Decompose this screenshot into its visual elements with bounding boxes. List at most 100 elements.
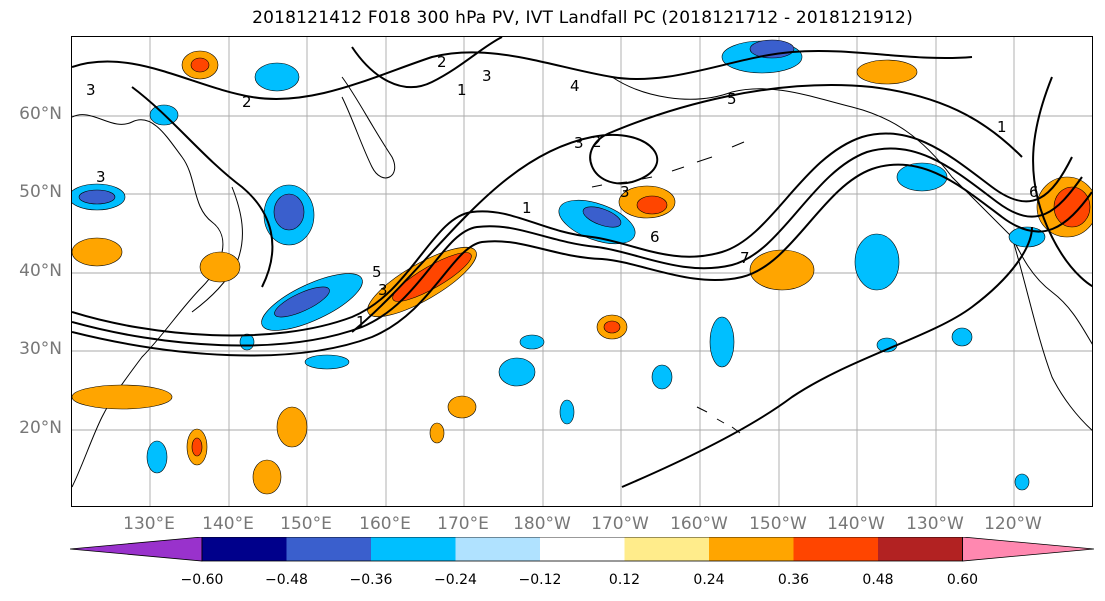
- shade-positive-strong: [191, 437, 203, 457]
- shade-positive-strong: [603, 320, 621, 334]
- shade-negative: [854, 233, 900, 291]
- lon-label: 140°E: [202, 514, 254, 534]
- contour-label: 2: [592, 133, 602, 151]
- lat-label: 40°N: [19, 261, 62, 281]
- colorbar-segment: [709, 537, 794, 561]
- contour-line: [131, 86, 274, 288]
- shade-positive-strong: [190, 57, 210, 73]
- lon-label: 180°W: [513, 514, 571, 534]
- shade-positive: [72, 237, 123, 267]
- colorbar-tick-label: −0.60: [180, 572, 224, 588]
- colorbar-segment: [793, 537, 878, 561]
- contour-label: 3: [620, 183, 630, 201]
- lon-label: 150°E: [280, 514, 332, 534]
- shade-negative-strong: [274, 286, 330, 318]
- contour-labels: 1 2 3 4 5 6 7 3 3 1 3 2 3 1 6 1 3 2 5: [86, 53, 1039, 331]
- coastline-aleutians: [591, 141, 745, 188]
- coastline-baja: [1011, 236, 1092, 431]
- lon-label: 160°E: [359, 514, 411, 534]
- lon-label: 130°W: [906, 514, 964, 534]
- contour-line: [72, 49, 973, 100]
- map-canvas: 1 2 3 4 5 6 7 3 3 1 3 2 3 1 6 1 3 2 5: [72, 37, 1092, 506]
- contour-line: [72, 163, 1092, 357]
- shade-negative: [519, 334, 545, 350]
- lon-label: 120°W: [984, 514, 1042, 534]
- lat-label: 50°N: [19, 182, 62, 202]
- shade-negative: [304, 354, 350, 370]
- colorbar-tick-label: −0.24: [434, 572, 477, 588]
- colorbar-tick-label: −0.12: [518, 572, 562, 588]
- contour-label: 3: [86, 81, 96, 99]
- shade-positive: [856, 59, 918, 85]
- contour-label: 1: [997, 118, 1007, 136]
- colorbar-segment: [540, 537, 625, 561]
- coastline-alaska: [611, 76, 1092, 345]
- colorbar-tick-label: 0.24: [693, 572, 725, 588]
- shade-negative-strong: [273, 193, 305, 231]
- contour-line: [621, 226, 1033, 488]
- colorbar-segment: [371, 537, 456, 561]
- contour-label: 7: [740, 249, 750, 267]
- shade-positive: [429, 422, 445, 444]
- shade-positive: [447, 395, 477, 419]
- shade-negative: [896, 162, 948, 192]
- lat-label: 20°N: [19, 418, 62, 438]
- colorbar-extend-high: [962, 537, 1094, 562]
- coastline-kamchatka: [341, 76, 396, 179]
- shade-negative: [559, 399, 575, 425]
- lat-label: 30°N: [19, 339, 62, 359]
- contour-lines: [72, 37, 1092, 488]
- shade-positive-strong: [1053, 186, 1091, 228]
- map-title: 2018121412 F018 300 hPa PV, IVT Landfall…: [252, 8, 913, 28]
- contour-label: 5: [727, 90, 737, 108]
- lon-label: 170°W: [591, 514, 649, 534]
- shade-negative: [254, 62, 300, 92]
- lon-label: 160°W: [670, 514, 728, 534]
- contour-label: 3: [96, 168, 106, 186]
- shade-negative: [709, 316, 735, 368]
- colorbar: [70, 537, 1094, 562]
- shade-negative: [498, 357, 536, 387]
- colorbar-segment: [286, 537, 371, 561]
- shade-negative: [1014, 473, 1030, 491]
- contour-label: 1: [457, 81, 467, 99]
- colorbar-segment: [878, 537, 963, 561]
- contour-label: 1: [522, 199, 532, 217]
- contour-label: 3: [482, 67, 492, 85]
- contour-label: 1: [356, 313, 366, 331]
- colorbar-tick-label: 0.60: [946, 572, 979, 588]
- contour-label: 5: [372, 263, 382, 281]
- contour-line: [72, 147, 1083, 347]
- shade-negative-strong: [78, 189, 116, 205]
- shade-negative-strong: [582, 206, 622, 228]
- map-panel[interactable]: 1 2 3 4 5 6 7 3 3 1 3 2 3 1 6 1 3 2 5: [71, 36, 1093, 507]
- contour-label: 3: [378, 281, 388, 299]
- colorbar-tick-label: 0.48: [862, 572, 894, 588]
- coastline-hawaii: [696, 406, 741, 434]
- contour-label: 2: [242, 93, 252, 111]
- contour-line: [1032, 76, 1092, 288]
- graticule: [72, 37, 1092, 506]
- pv-shading: [72, 39, 1092, 495]
- lon-label: 150°W: [749, 514, 807, 534]
- shade-positive: [252, 459, 282, 495]
- colorbar-segment: [455, 537, 540, 561]
- contour-line: [351, 84, 1023, 333]
- colorbar-tick-label: 0.36: [777, 572, 810, 588]
- lon-label: 140°W: [827, 514, 885, 534]
- contour-label: 4: [570, 77, 580, 95]
- contour-label: 3: [574, 134, 584, 152]
- contour-label: 6: [1029, 183, 1039, 201]
- lat-label: 60°N: [19, 104, 62, 124]
- lon-label: 130°E: [123, 514, 175, 534]
- colorbar-tick-label: 0.12: [608, 572, 641, 588]
- colorbar-extend-low: [70, 537, 203, 562]
- shade-negative: [146, 440, 168, 474]
- shade-positive: [72, 384, 173, 410]
- colorbar-tick-label: −0.48: [265, 572, 308, 588]
- colorbar-tick-label: −0.36: [349, 572, 393, 588]
- contour-label: 6: [650, 228, 660, 246]
- shade-positive-strong: [636, 195, 668, 215]
- contour-label: 2: [437, 53, 447, 71]
- shade-positive: [199, 251, 241, 283]
